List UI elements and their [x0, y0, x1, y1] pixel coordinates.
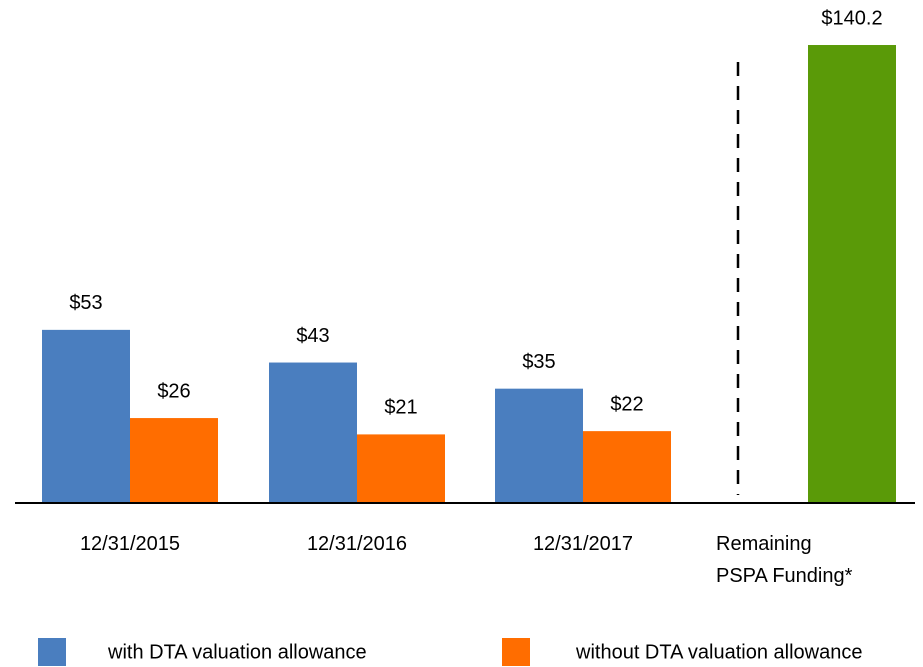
x-tick-label: Remaining PSPA Funding*	[716, 533, 853, 587]
bar	[583, 431, 671, 503]
bar	[808, 45, 896, 503]
value-label: $26	[157, 380, 190, 402]
value-label: $35	[522, 351, 555, 373]
bar	[269, 362, 357, 503]
x-tick-label: 12/31/2016	[306, 533, 408, 555]
value-label: $53	[69, 292, 102, 314]
legend-label: with DTA valuation allowance	[107, 641, 367, 663]
x-tick-label: 12/31/2017	[532, 533, 634, 555]
legend-swatch	[38, 638, 66, 666]
bar	[357, 434, 445, 503]
value-label: $140.2	[821, 7, 882, 29]
bar	[495, 388, 583, 503]
value-label: $21	[384, 397, 417, 419]
value-label: $22	[610, 393, 643, 415]
x-tick-label: 12/31/2015	[79, 533, 181, 555]
bar	[42, 329, 130, 503]
value-label: $43	[296, 325, 329, 347]
legend-swatch	[502, 638, 530, 666]
bar	[130, 418, 218, 503]
legend-label: without DTA valuation allowance	[575, 641, 862, 663]
